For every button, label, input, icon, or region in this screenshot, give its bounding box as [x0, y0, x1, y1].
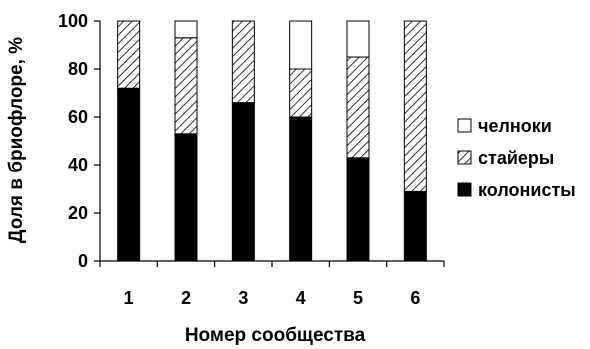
bar-segment — [403, 190, 427, 262]
bar-segment — [346, 56, 370, 159]
y-tick-label: 60 — [68, 107, 88, 127]
bar-segment — [174, 37, 198, 135]
y-tick-label: 0 — [78, 251, 88, 271]
bar-stack-4 — [289, 20, 313, 262]
bar-segment — [346, 20, 370, 58]
x-tick-label: 4 — [296, 288, 306, 308]
bar-segment — [174, 133, 198, 262]
tick-labels: 0 20 40 60 80 100 1 2 3 4 5 6 — [58, 11, 420, 308]
bar-stack-5 — [346, 20, 370, 262]
bar-segment — [231, 102, 255, 262]
legend-label: челноки — [478, 116, 552, 136]
bar-stack-2 — [174, 20, 198, 262]
legend-swatch — [457, 182, 472, 197]
y-tick-label: 20 — [68, 203, 88, 223]
legend-item: колонисты — [457, 180, 576, 200]
x-tick-label: 3 — [238, 288, 248, 308]
legend-item: стайеры — [457, 148, 554, 168]
y-axis-title: Доля в бриофлоре, % — [6, 37, 27, 243]
legend-label: стайеры — [478, 148, 554, 168]
legend-swatch — [457, 118, 472, 133]
x-tick-label: 5 — [353, 288, 363, 308]
y-tick-label: 100 — [58, 11, 88, 31]
bars — [117, 20, 427, 262]
legend-item: челноки — [457, 116, 552, 136]
bar-segment — [289, 68, 313, 118]
bar-segment — [117, 20, 141, 89]
bar-stack-3 — [231, 20, 255, 262]
legend-swatch — [457, 150, 472, 165]
x-tick-label: 6 — [410, 288, 420, 308]
axes — [94, 20, 445, 267]
bar-segment — [231, 20, 255, 104]
x-tick-label: 2 — [181, 288, 191, 308]
y-tick-label: 80 — [68, 59, 88, 79]
legend: челноки стайеры колонисты — [457, 116, 576, 200]
bar-segment — [117, 87, 141, 262]
x-axis-title: Номер сообщества — [185, 325, 366, 346]
bar-segment — [289, 116, 313, 262]
y-tick-label: 40 — [68, 155, 88, 175]
bar-stack-1 — [117, 20, 141, 262]
bar-segment — [403, 20, 427, 192]
bar-stack-6 — [403, 20, 427, 262]
bar-segment — [346, 157, 370, 262]
bar-segment — [174, 20, 198, 39]
x-tick-label: 1 — [124, 288, 134, 308]
bar-segment — [289, 20, 313, 70]
legend-label: колонисты — [478, 180, 576, 200]
